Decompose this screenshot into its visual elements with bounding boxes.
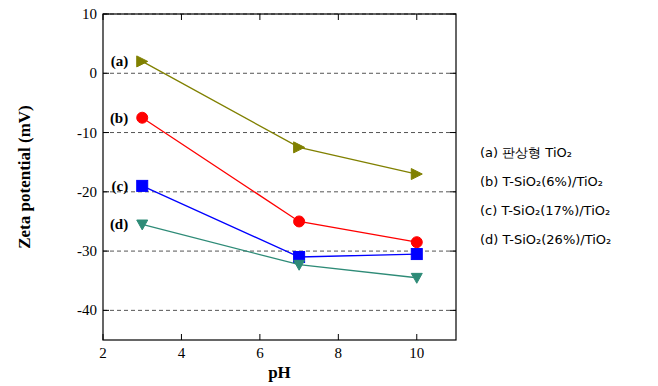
chart-container: -40 -30 -20 -10 0 10 2 4 6 8 10 pH Zeta potential (m… bbox=[0, 0, 658, 386]
data-point bbox=[137, 56, 148, 67]
data-point bbox=[137, 220, 148, 230]
annotation: (a) bbox=[111, 53, 129, 70]
y-axis-label: Zeta potential (mV) bbox=[15, 105, 34, 249]
grid-line bbox=[103, 73, 456, 74]
plot-area bbox=[137, 56, 423, 283]
y-tick-label: 0 bbox=[90, 65, 98, 81]
plot-frame bbox=[103, 14, 456, 340]
x-tick-label: 10 bbox=[409, 345, 424, 361]
x-tick bbox=[181, 334, 182, 340]
x-tick bbox=[416, 334, 417, 340]
series-line bbox=[142, 186, 417, 257]
x-tick-label: 4 bbox=[178, 345, 186, 361]
x-axis-label: pH bbox=[268, 363, 291, 382]
y-tick-label: -30 bbox=[77, 243, 97, 259]
data-point bbox=[137, 112, 148, 123]
grid-line bbox=[103, 251, 456, 252]
annotation: (d) bbox=[110, 216, 128, 233]
series-line bbox=[142, 118, 417, 242]
y-tick bbox=[103, 310, 109, 311]
y-tick-label: -40 bbox=[77, 302, 97, 318]
x-tick bbox=[416, 14, 417, 20]
data-point bbox=[294, 216, 305, 227]
grid-line bbox=[103, 132, 456, 133]
x-tick bbox=[338, 334, 339, 340]
y-tick bbox=[103, 132, 109, 133]
series-line bbox=[142, 224, 417, 277]
y-tick-label: 10 bbox=[82, 6, 97, 22]
y-tick bbox=[450, 191, 456, 192]
x-tick-label: 2 bbox=[99, 345, 107, 361]
y-tick bbox=[450, 73, 456, 74]
data-point bbox=[411, 237, 422, 248]
x-tick-label: 8 bbox=[335, 345, 343, 361]
x-tick bbox=[338, 14, 339, 20]
chart: -40 -30 -20 -10 0 10 2 4 6 8 10 pH Zeta potential (m… bbox=[0, 0, 658, 386]
legend-entry: (c) T-SiO₂(17%)/TiO₂ bbox=[480, 203, 610, 218]
y-tick bbox=[450, 310, 456, 311]
annotation: (b) bbox=[110, 110, 128, 127]
data-point bbox=[411, 169, 422, 180]
y-tick bbox=[103, 73, 109, 74]
y-tick-label: -10 bbox=[77, 125, 97, 141]
grid-line bbox=[103, 310, 456, 311]
series-line bbox=[142, 61, 417, 174]
legend-entry: (a) 판상형 TiO₂ bbox=[480, 145, 572, 160]
y-tick bbox=[450, 251, 456, 252]
legend-entry: (d) T-SiO₂(26%)/TiO₂ bbox=[480, 232, 611, 247]
x-tick bbox=[181, 14, 182, 20]
x-tick bbox=[259, 334, 260, 340]
data-point bbox=[294, 142, 305, 153]
annotation: (c) bbox=[112, 178, 129, 195]
data-point bbox=[411, 273, 422, 283]
legend-entry: (b) T-SiO₂(6%)/TiO₂ bbox=[480, 174, 603, 189]
y-tick bbox=[103, 251, 109, 252]
x-tick-label: 6 bbox=[256, 345, 264, 361]
data-point bbox=[294, 260, 305, 270]
y-tick bbox=[450, 132, 456, 133]
x-tick bbox=[259, 14, 260, 20]
data-point bbox=[137, 180, 148, 191]
y-tick-label: -20 bbox=[77, 184, 97, 200]
y-tick bbox=[103, 191, 109, 192]
data-point bbox=[411, 249, 422, 260]
